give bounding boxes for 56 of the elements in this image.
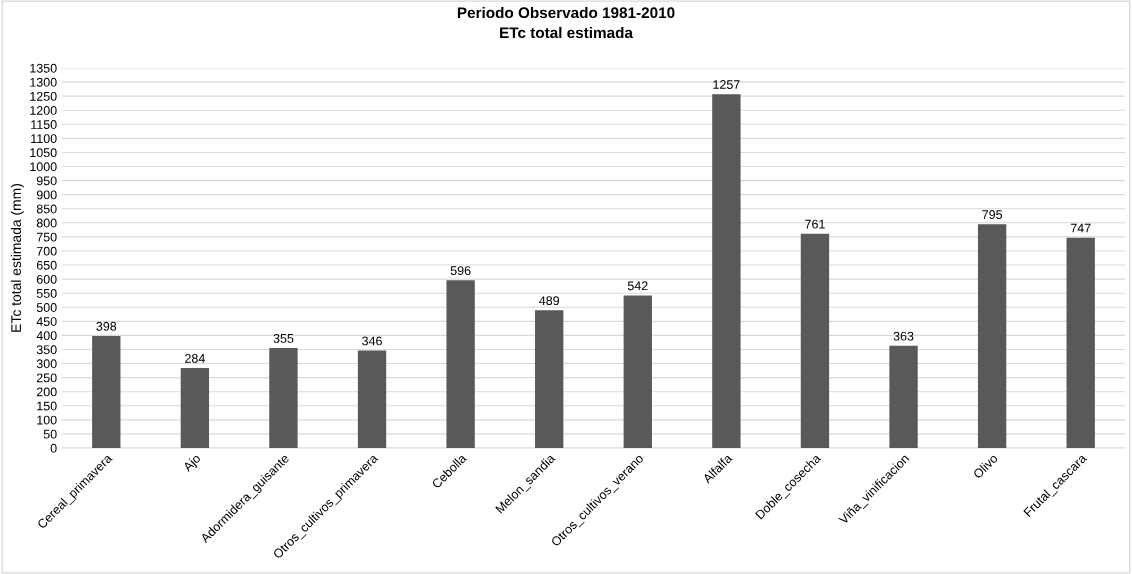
y-tick-label: 400 xyxy=(36,331,57,341)
y-tick-label: 1200 xyxy=(30,106,57,115)
y-tick-label: 650 xyxy=(36,260,57,270)
bar xyxy=(92,335,121,448)
y-tick-label: 1250 xyxy=(30,91,57,101)
y-tick-label: 300 xyxy=(36,359,57,369)
data-label: 747 xyxy=(1070,223,1091,233)
y-tick-label: 850 xyxy=(36,204,57,214)
y-tick-label: 200 xyxy=(36,387,57,397)
data-label: 346 xyxy=(362,336,382,346)
y-tick-label: 350 xyxy=(36,345,57,355)
data-label: 761 xyxy=(805,219,825,229)
y-tick-label: 250 xyxy=(36,373,57,383)
bar xyxy=(800,233,830,448)
data-label: 795 xyxy=(982,210,1003,219)
y-tick-label: 0 xyxy=(50,443,57,453)
y-tick-label: 550 xyxy=(36,288,57,298)
data-label: 596 xyxy=(450,266,471,275)
data-label: 489 xyxy=(539,296,560,306)
y-tick-label: 450 xyxy=(36,317,57,326)
y-tick-label: 500 xyxy=(36,303,57,312)
y-tick-label: 150 xyxy=(37,401,57,411)
y-tick-label: 1300 xyxy=(30,77,57,87)
bar xyxy=(180,368,210,448)
y-tick-label: 1100 xyxy=(31,134,57,144)
y-tick-label: 1150 xyxy=(31,120,57,129)
bar xyxy=(357,350,387,448)
y-tick-label: 900 xyxy=(36,190,57,200)
data-label: 284 xyxy=(185,353,205,363)
y-tick-label: 1000 xyxy=(30,162,57,172)
bar xyxy=(623,295,652,448)
y-tick-label: 950 xyxy=(36,176,57,186)
bar xyxy=(535,310,564,448)
bar xyxy=(889,345,918,448)
data-label: 398 xyxy=(96,321,117,331)
data-label: 355 xyxy=(273,333,294,343)
y-tick-label: 100 xyxy=(37,415,57,425)
bar xyxy=(269,348,298,448)
bar xyxy=(1066,237,1095,448)
y-tick-label: 750 xyxy=(36,232,57,242)
y-tick-label: 700 xyxy=(36,246,57,256)
y-tick-label: 1050 xyxy=(30,148,57,158)
y-tick-label: 1350 xyxy=(30,63,57,73)
bar xyxy=(977,224,1007,448)
bar xyxy=(712,94,741,448)
y-tick-label: 600 xyxy=(36,274,57,284)
bar xyxy=(446,280,475,448)
x-tick-label: Ajo xyxy=(182,453,203,474)
chart-title: Periodo Observado 1981-2010 xyxy=(457,6,675,19)
data-label: 1257 xyxy=(713,80,740,89)
y-axis-title: ETc total estimada (mm) xyxy=(10,184,24,332)
data-label: 542 xyxy=(627,281,648,291)
chart-subtitle: ETc total estimada xyxy=(500,26,634,39)
y-tick-label: 800 xyxy=(36,218,57,228)
data-label: 363 xyxy=(893,331,914,341)
y-tick-label: 50 xyxy=(43,429,57,439)
